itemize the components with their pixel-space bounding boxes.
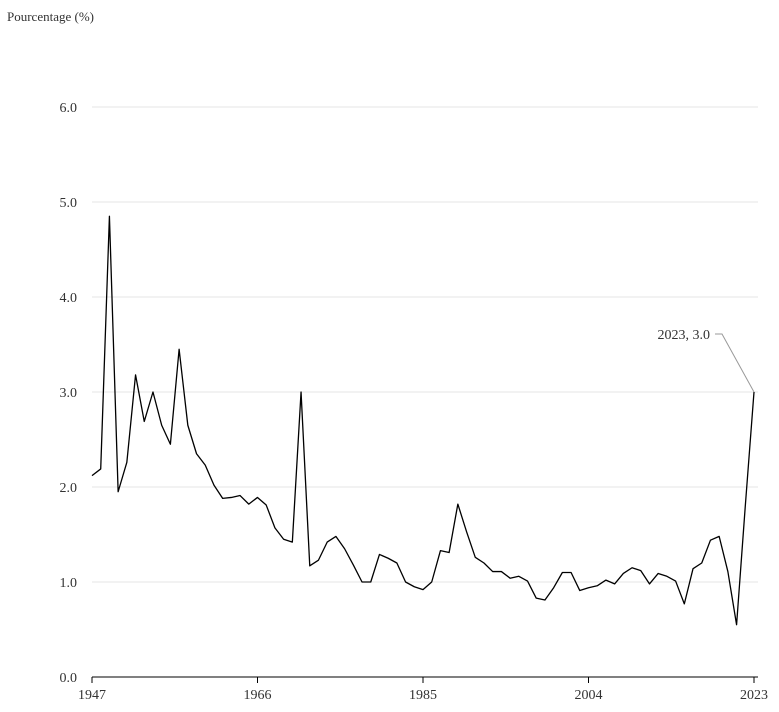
series-line-0 [91, 215, 755, 626]
y-tick-label: 4.0 [60, 291, 78, 306]
x-tick-label: 1985 [409, 688, 437, 703]
y-tick-label: 5.0 [60, 196, 78, 211]
y-tick-labels: 0.0 1.0 2.0 3.0 4.0 5.0 6.0 [60, 101, 78, 686]
annotations: 2023, 3.0 [658, 328, 755, 393]
x-tick-label: 2023 [740, 688, 768, 703]
y-axis-label: Pourcentage (%) [7, 9, 94, 24]
annotation-label: 2023, 3.0 [658, 328, 711, 343]
x-axis: 1947 1966 1985 2004 2023 [78, 676, 768, 703]
y-tick-label: 1.0 [60, 576, 78, 591]
series-lines [91, 215, 755, 626]
y-tick-label: 2.0 [60, 481, 78, 496]
x-tick-label: 1947 [78, 688, 106, 703]
y-tick-label: 6.0 [60, 101, 78, 116]
y-tick-label: 0.0 [60, 671, 78, 686]
x-tick-label: 2004 [575, 688, 603, 703]
y-tick-label: 3.0 [60, 386, 78, 401]
x-tick-label: 1966 [244, 688, 272, 703]
gridlines [92, 106, 758, 583]
annotation-leader [715, 333, 755, 393]
